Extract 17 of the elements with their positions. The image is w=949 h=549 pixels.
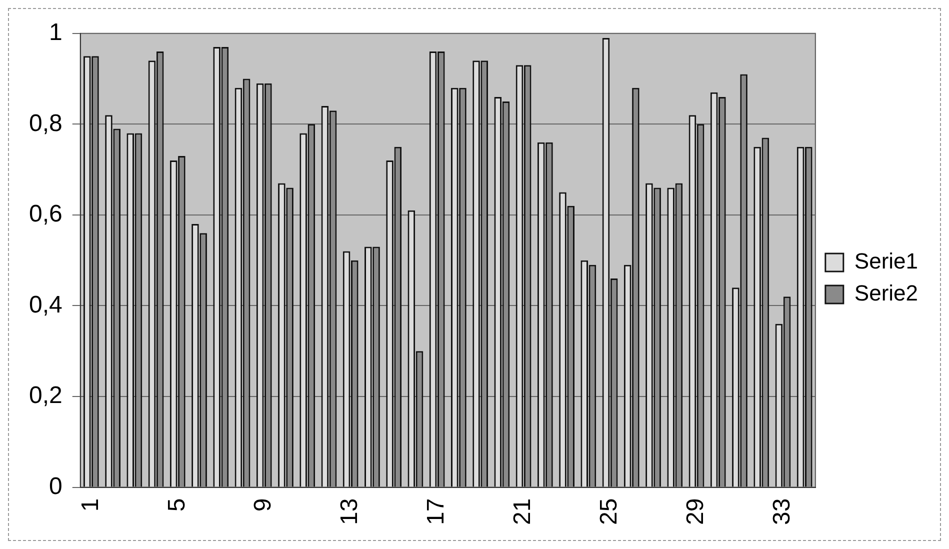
x-tick-label: 33: [768, 498, 796, 526]
x-tick-label: 25: [596, 498, 623, 526]
x-tick-label: 1: [76, 498, 104, 512]
x-tick-label: 17: [422, 498, 450, 526]
x-tick-label: 5: [163, 498, 190, 512]
x-tick-label: 9: [250, 498, 277, 512]
y-tick-label: 1: [49, 19, 62, 46]
y-tick-label: 0,4: [28, 291, 62, 318]
x-tick-label: 29: [682, 498, 710, 526]
y-tick-label: 0: [49, 472, 62, 500]
y-tick-label: 0,6: [28, 200, 62, 228]
legend-label: Serie2: [854, 280, 918, 306]
y-tick-label: 0,8: [28, 110, 62, 137]
x-tick-label: 13: [336, 498, 364, 526]
y-tick-label: 0,2: [28, 382, 62, 410]
x-tick-label: 21: [509, 498, 536, 526]
legend-label: Serie1: [854, 248, 918, 274]
